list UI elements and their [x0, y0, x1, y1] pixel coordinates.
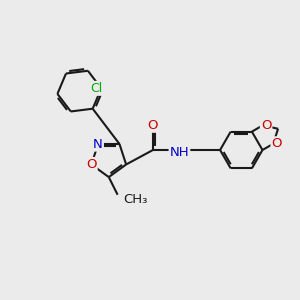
Text: Cl: Cl — [91, 82, 103, 95]
Text: NH: NH — [169, 146, 189, 159]
Text: CH₃: CH₃ — [123, 193, 147, 206]
Text: O: O — [86, 158, 97, 171]
Text: O: O — [272, 137, 282, 150]
Text: O: O — [148, 119, 158, 132]
Text: O: O — [261, 119, 272, 132]
Text: N: N — [93, 138, 103, 151]
